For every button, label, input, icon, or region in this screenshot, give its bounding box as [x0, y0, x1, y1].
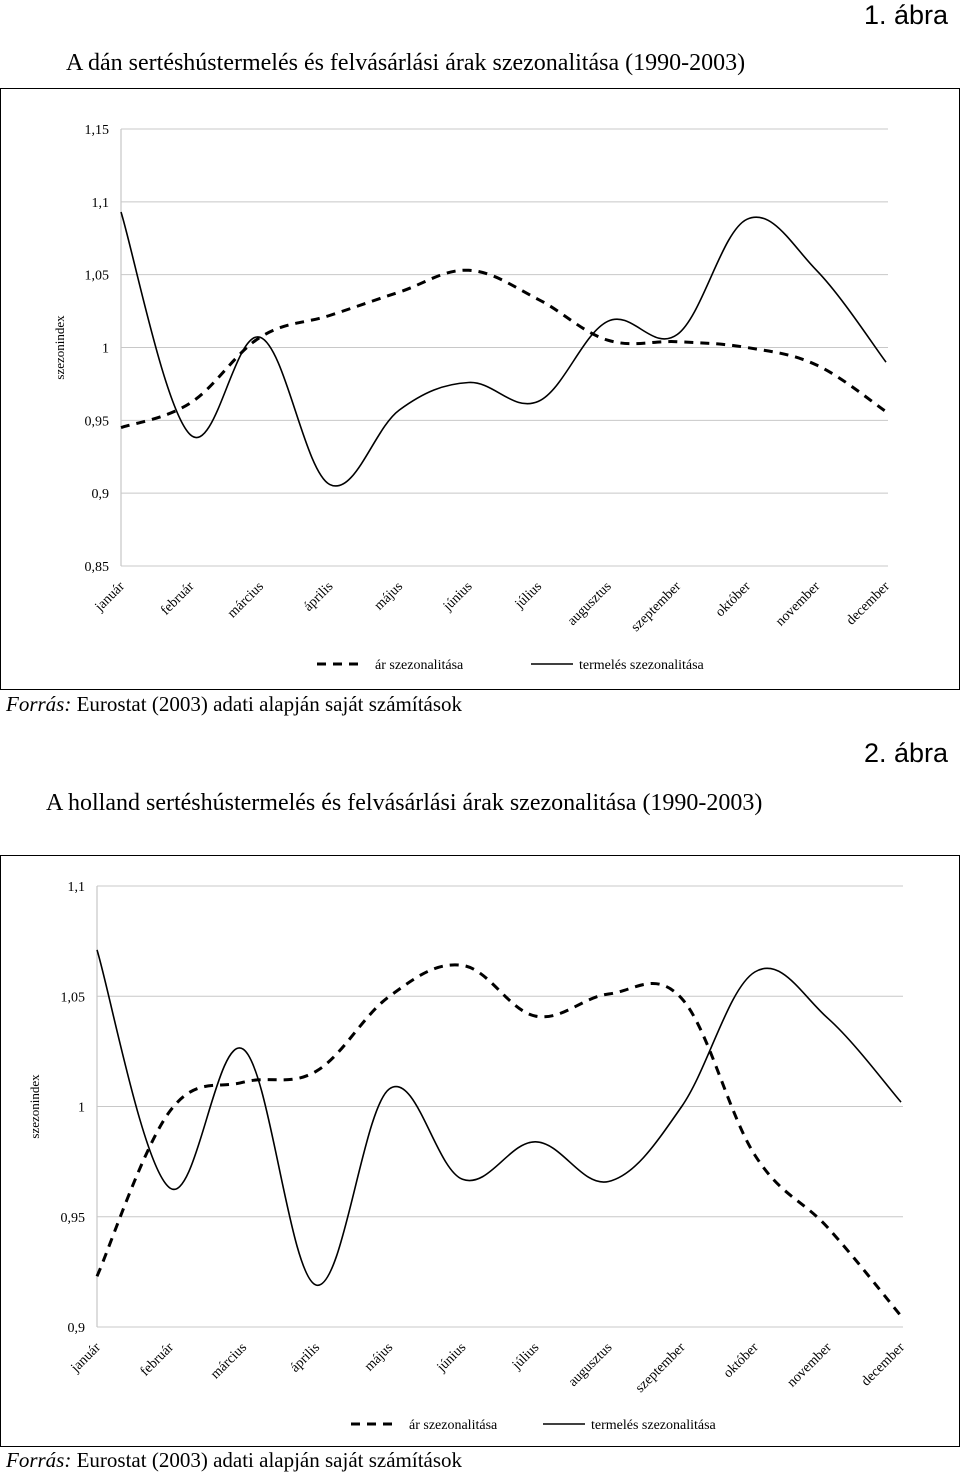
x-tick-label: augusztus	[565, 579, 615, 629]
x-tick-label: július	[512, 579, 545, 612]
y-tick-label: 1,1	[68, 880, 86, 895]
x-tick-label: július	[509, 1340, 542, 1373]
y-tick-label: 0,95	[61, 1211, 86, 1226]
figure-1-source-prefix: Forrás:	[6, 692, 72, 716]
production-seasonality-line	[120, 211, 887, 487]
y-tick-label: 0,9	[92, 487, 110, 502]
x-tick-label: április	[301, 579, 336, 614]
x-tick-label: november	[785, 1340, 835, 1390]
legend-production-label: termelés szezonalitása	[579, 658, 705, 673]
x-tick-label: június	[440, 579, 476, 615]
y-tick-label: 1,1	[92, 196, 110, 211]
x-tick-label: október	[713, 579, 754, 620]
y-tick-label: 1	[78, 1101, 85, 1116]
x-tick-label: május	[372, 579, 406, 613]
x-tick-label: március	[208, 1340, 250, 1382]
figure-2-source-prefix: Forrás:	[6, 1448, 72, 1472]
x-tick-label: január	[68, 1340, 104, 1376]
figure-1-source-text: Eurostat (2003) adati alapján saját szám…	[71, 692, 463, 716]
y-tick-label: 1,05	[85, 269, 110, 284]
y-tick-label: 0,9	[68, 1321, 86, 1336]
x-tick-label: február	[158, 579, 197, 618]
price-seasonality-line	[95, 963, 903, 1317]
x-tick-label: augusztus	[566, 1340, 616, 1390]
x-tick-label: szeptember	[629, 579, 685, 635]
figure-2-source: Forrás: Eurostat (2003) adati alapján sa…	[6, 1448, 462, 1473]
figure-1-title: A dán sertéshústermelés és felvásárlási …	[66, 50, 746, 76]
x-tick-label: január	[92, 579, 128, 615]
figure-1-chart-frame: 0,85 0,9 0,95 1 1,05 1,1 1,15 szezonindex január…	[0, 88, 960, 690]
x-tick-label: szeptember	[633, 1340, 689, 1396]
y-tick-label: 0,95	[85, 414, 110, 429]
x-tick-label: április	[288, 1340, 323, 1375]
y-tick-label: 0,85	[85, 560, 110, 575]
legend-production-label: termelés szezonalitása	[591, 1418, 717, 1433]
production-seasonality-line	[96, 949, 902, 1286]
x-tick-label: december	[844, 579, 893, 628]
figure-2-chart: 0,9 0,95 1 1,05 1,1 szezonindex január február m…	[27, 880, 908, 1433]
figure-2-label: 2. ábra	[863, 738, 948, 768]
figure-2-title: A holland sertéshústermelés és felvásárl…	[46, 790, 763, 816]
legend-price-label: ár szezonalitása	[375, 658, 464, 673]
y-axis-title: szezonindex	[27, 1074, 42, 1139]
x-tick-label: május	[362, 1340, 396, 1374]
legend-price-label: ár szezonalitása	[409, 1418, 498, 1433]
figure-2-chart-frame: 0,9 0,95 1 1,05 1,1 szezonindex január február m…	[0, 855, 960, 1447]
figure-1-label: 1. ábra	[863, 0, 948, 30]
figure-2-source-text: Eurostat (2003) adati alapján saját szám…	[71, 1448, 463, 1472]
figure-1-source: Forrás: Eurostat (2003) adati alapján sa…	[6, 692, 462, 717]
y-tick-label: 1,05	[61, 990, 86, 1005]
x-tick-label: június	[434, 1340, 470, 1376]
x-tick-label: február	[138, 1340, 177, 1379]
y-tick-label: 1	[102, 342, 109, 357]
figure-1-chart: 0,85 0,9 0,95 1 1,05 1,1 1,15 szezonindex január…	[52, 123, 893, 673]
x-tick-label: március	[225, 579, 267, 621]
y-tick-label: 1,15	[85, 123, 110, 138]
x-tick-label: november	[773, 579, 823, 629]
y-axis-title: szezonindex	[52, 315, 67, 380]
x-tick-label: december	[859, 1340, 908, 1389]
x-tick-label: október	[721, 1340, 762, 1381]
price-seasonality-line	[120, 268, 887, 430]
